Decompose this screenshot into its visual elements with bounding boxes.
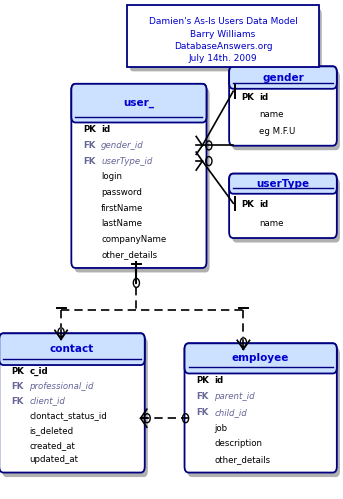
Text: DatabaseAnswers.org: DatabaseAnswers.org bbox=[174, 42, 272, 51]
FancyBboxPatch shape bbox=[127, 5, 319, 67]
FancyBboxPatch shape bbox=[0, 333, 145, 473]
Text: PK: PK bbox=[241, 200, 254, 209]
Text: password: password bbox=[101, 188, 142, 197]
Text: FK: FK bbox=[83, 141, 95, 150]
Text: PK: PK bbox=[241, 93, 254, 102]
Text: created_at: created_at bbox=[29, 441, 75, 450]
Text: FK: FK bbox=[196, 392, 209, 401]
Text: name: name bbox=[259, 219, 283, 228]
Text: updated_at: updated_at bbox=[29, 456, 78, 465]
Text: userType_id: userType_id bbox=[101, 157, 153, 166]
FancyBboxPatch shape bbox=[130, 9, 322, 71]
Text: July 14th. 2009: July 14th. 2009 bbox=[189, 54, 257, 63]
FancyBboxPatch shape bbox=[229, 174, 337, 238]
Text: name: name bbox=[259, 110, 283, 119]
Text: parent_id: parent_id bbox=[214, 392, 255, 401]
Text: other_details: other_details bbox=[214, 455, 271, 464]
Text: description: description bbox=[214, 439, 262, 448]
Text: PK: PK bbox=[83, 125, 96, 134]
Text: id: id bbox=[101, 125, 110, 134]
Text: id: id bbox=[259, 200, 268, 209]
Text: employee: employee bbox=[232, 353, 289, 363]
Text: other_details: other_details bbox=[101, 250, 157, 259]
Text: c_id: c_id bbox=[29, 367, 48, 376]
Text: job: job bbox=[214, 424, 227, 433]
Text: FK: FK bbox=[11, 397, 23, 406]
Text: child_id: child_id bbox=[214, 408, 247, 417]
Text: is_deleted: is_deleted bbox=[29, 426, 73, 435]
FancyBboxPatch shape bbox=[71, 84, 206, 122]
FancyBboxPatch shape bbox=[71, 84, 206, 268]
FancyBboxPatch shape bbox=[229, 66, 337, 146]
Text: clontact_status_id: clontact_status_id bbox=[29, 411, 107, 420]
Text: id: id bbox=[214, 376, 224, 385]
Text: lastName: lastName bbox=[101, 219, 142, 228]
Text: Barry Williams: Barry Williams bbox=[190, 29, 256, 38]
Text: client_id: client_id bbox=[29, 397, 65, 406]
Text: firstName: firstName bbox=[101, 204, 144, 213]
Text: contact: contact bbox=[50, 344, 94, 354]
Text: PK: PK bbox=[196, 376, 209, 385]
FancyBboxPatch shape bbox=[229, 66, 337, 89]
Text: companyName: companyName bbox=[101, 235, 166, 244]
Text: FK: FK bbox=[83, 157, 95, 166]
Text: user_: user_ bbox=[123, 98, 154, 108]
Text: FK: FK bbox=[11, 382, 23, 391]
FancyBboxPatch shape bbox=[232, 71, 340, 150]
Text: id: id bbox=[259, 93, 268, 102]
Text: professional_id: professional_id bbox=[29, 382, 94, 391]
Text: Damien's As-Is Users Data Model: Damien's As-Is Users Data Model bbox=[149, 17, 297, 26]
FancyBboxPatch shape bbox=[232, 178, 340, 243]
FancyBboxPatch shape bbox=[185, 343, 337, 473]
Text: PK: PK bbox=[11, 367, 24, 376]
FancyBboxPatch shape bbox=[185, 343, 337, 373]
FancyBboxPatch shape bbox=[2, 338, 148, 477]
Text: gender: gender bbox=[262, 72, 304, 82]
Text: login: login bbox=[101, 172, 122, 181]
FancyBboxPatch shape bbox=[74, 88, 210, 272]
FancyBboxPatch shape bbox=[0, 333, 145, 365]
Text: FK: FK bbox=[196, 408, 209, 417]
Text: gender_id: gender_id bbox=[101, 141, 144, 150]
Text: eg M.F.U: eg M.F.U bbox=[259, 127, 295, 136]
FancyBboxPatch shape bbox=[229, 174, 337, 194]
FancyBboxPatch shape bbox=[188, 348, 340, 477]
Text: userType: userType bbox=[257, 179, 309, 189]
